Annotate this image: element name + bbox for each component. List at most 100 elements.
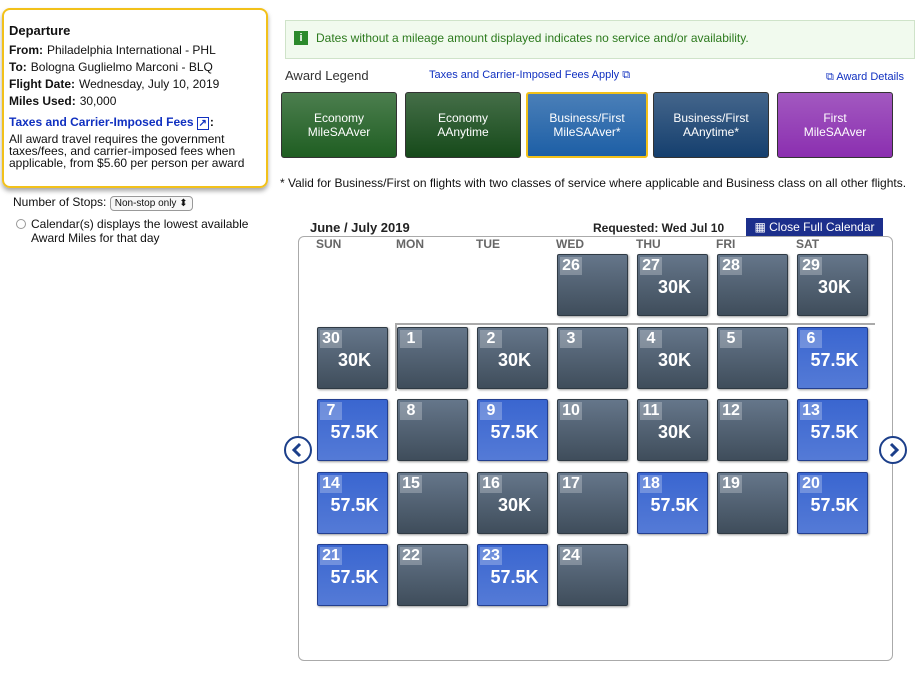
legend-label: AAnytime: [437, 125, 489, 139]
day-number: 22: [400, 547, 422, 565]
day-cell[interactable]: 22: [397, 544, 468, 606]
day-cell[interactable]: 9 57.5K: [477, 399, 548, 461]
prev-arrow[interactable]: [284, 436, 312, 464]
day-cell[interactable]: 30 30K: [317, 326, 388, 389]
arrow-icon: [291, 442, 302, 458]
day-number: 7: [320, 402, 342, 420]
info-icon: i: [294, 31, 308, 45]
day-number: 5: [720, 329, 742, 348]
stops-value: Non-stop only: [114, 198, 177, 209]
weekday: TUE: [476, 237, 500, 251]
day-number: 11: [640, 402, 662, 420]
legend-label: Economy: [313, 111, 365, 125]
close-calendar-button[interactable]: ▦ Close Full Calendar: [746, 218, 883, 236]
taxes-text: All award travel requires the government…: [9, 132, 245, 170]
departure-row: Miles Used: 30,000: [9, 93, 266, 110]
legend-button[interactable]: Economy MileSAAver: [281, 92, 397, 158]
day-miles: 30K: [497, 349, 532, 370]
legend-label: Economy: [437, 111, 489, 125]
departure-title: Departure: [9, 23, 71, 38]
day-cell[interactable]: 17: [557, 471, 628, 534]
day-number: 18: [640, 474, 662, 493]
month-divider: [395, 323, 397, 391]
legend-label: First: [823, 111, 847, 125]
stops-select[interactable]: Non-stop only ⬍: [109, 196, 193, 211]
departure-row: Flight Date: Wednesday, July 10, 2019: [9, 76, 266, 93]
day-miles: 57.5K: [490, 422, 539, 442]
day-cell[interactable]: 2 30K: [477, 326, 548, 389]
day-cell[interactable]: 16 30K: [477, 471, 548, 534]
award-details-link[interactable]: ⧉ Award Details: [826, 71, 904, 83]
taxes-link[interactable]: Taxes and Carrier-Imposed Fees: [9, 115, 194, 129]
day-cell[interactable]: 20 57.5K: [797, 471, 868, 534]
weekday: FRI: [716, 237, 736, 251]
day-cell[interactable]: 7 57.5K: [317, 399, 388, 461]
legend-title: Award Legend: [285, 68, 369, 83]
day-number: 8: [400, 402, 422, 420]
day-cell[interactable]: 19: [717, 471, 788, 534]
day-cell[interactable]: 5: [717, 326, 788, 389]
day-miles: 57.5K: [330, 567, 379, 587]
stops-filter: Number of Stops: Non-stop only ⬍: [13, 195, 193, 211]
day-cell[interactable]: 26: [557, 254, 628, 316]
row-label: To:: [9, 60, 27, 74]
info-text: Dates without a mileage amount displayed…: [316, 31, 749, 45]
day-number: 28: [720, 257, 742, 275]
day-cell[interactable]: 18 57.5K: [637, 471, 708, 534]
row-label: From:: [9, 43, 43, 57]
day-cell[interactable]: 13 57.5K: [797, 399, 868, 461]
calendar-note: Calendar(s) displays the lowest availabl…: [31, 217, 249, 245]
day-cell[interactable]: 29 30K: [797, 254, 868, 316]
weekday: MON: [396, 237, 424, 251]
day-number: 26: [560, 257, 582, 275]
day-miles: 57.5K: [810, 349, 859, 370]
day-miles: 30K: [497, 494, 532, 515]
day-cell[interactable]: 14 57.5K: [317, 471, 388, 534]
legend-label: Business/First: [549, 111, 625, 125]
day-number: 9: [480, 402, 502, 420]
legend-button[interactable]: Economy AAnytime: [405, 92, 521, 158]
legend-label: AAnytime*: [682, 125, 740, 139]
day-miles: 57.5K: [490, 567, 539, 587]
day-cell[interactable]: 6 57.5K: [797, 326, 868, 389]
day-cell[interactable]: 27 30K: [637, 254, 708, 316]
day-miles: 30K: [657, 422, 692, 442]
day-cell[interactable]: 1: [397, 326, 468, 389]
month-divider: [395, 323, 875, 325]
taxes-apply-link[interactable]: Taxes and Carrier-Imposed Fees Apply ⧉: [429, 69, 631, 81]
day-number: 21: [320, 547, 342, 565]
legend-note: * Valid for Business/First on flights wi…: [280, 176, 907, 190]
next-arrow[interactable]: [879, 436, 907, 464]
departure-panel: Departure From: Philadelphia Internationa…: [2, 8, 268, 188]
legend-button[interactable]: Business/First MileSAAver*: [526, 92, 648, 158]
day-cell[interactable]: 12: [717, 399, 788, 461]
day-cell[interactable]: 21 57.5K: [317, 544, 388, 606]
day-cell[interactable]: 28: [717, 254, 788, 316]
day-cell[interactable]: 3: [557, 326, 628, 389]
legend-button[interactable]: Business/First AAnytime*: [653, 92, 769, 158]
departure-row: From: Philadelphia International - PHL: [9, 42, 266, 59]
day-number: 1: [400, 329, 422, 348]
weekday: THU: [636, 237, 661, 251]
row-value: Philadelphia International - PHL: [47, 43, 216, 57]
day-cell[interactable]: 10: [557, 399, 628, 461]
popup-icon: ↗: [196, 117, 209, 130]
stops-label: Number of Stops:: [13, 195, 107, 209]
close-calendar-text: Close Full Calendar: [769, 220, 875, 234]
day-cell[interactable]: 11 30K: [637, 399, 708, 461]
day-cell[interactable]: 24: [557, 544, 628, 606]
day-cell[interactable]: 4 30K: [637, 326, 708, 389]
day-miles: 57.5K: [330, 494, 379, 515]
day-cell[interactable]: 23 57.5K: [477, 544, 548, 606]
day-cell[interactable]: 8: [397, 399, 468, 461]
radio[interactable]: [16, 219, 26, 229]
day-number: 4: [640, 329, 662, 348]
legend-button[interactable]: First MileSAAver: [777, 92, 893, 158]
day-number: 27: [640, 257, 662, 275]
arrow-icon: [889, 442, 900, 458]
day-miles: 30K: [657, 349, 692, 370]
legend-label: Business/First: [673, 111, 749, 125]
day-cell[interactable]: 15: [397, 471, 468, 534]
day-miles: 57.5K: [810, 494, 859, 515]
